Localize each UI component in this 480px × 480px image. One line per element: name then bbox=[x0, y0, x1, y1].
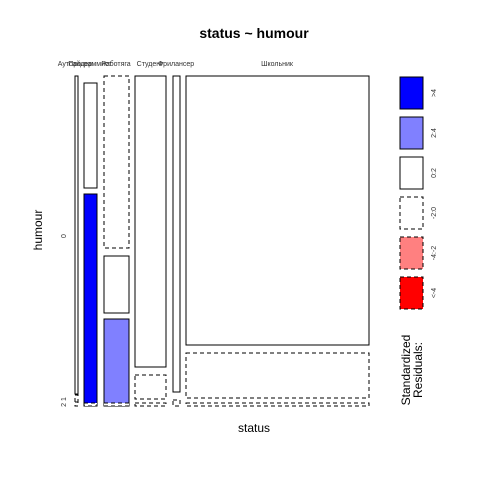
mosaic-cell bbox=[185, 352, 370, 399]
y-axis-label: humour bbox=[31, 210, 45, 251]
legend-label: <-4 bbox=[431, 288, 438, 298]
mosaic-cell bbox=[134, 374, 167, 400]
mosaic-cell bbox=[103, 255, 130, 314]
legend-swatch bbox=[399, 116, 424, 150]
mosaic-cell bbox=[172, 399, 181, 407]
mosaic-cell bbox=[83, 193, 98, 407]
mosaic-cell bbox=[103, 75, 130, 249]
legend-swatch bbox=[399, 276, 424, 310]
mosaic-cells bbox=[74, 75, 370, 407]
x-axis-label: status bbox=[238, 421, 270, 435]
status-label: Фрилансер bbox=[158, 61, 194, 68]
legend-label: 0:2 bbox=[431, 168, 438, 178]
status-label: Программист bbox=[68, 61, 112, 68]
legend-swatch bbox=[399, 156, 424, 190]
mosaic-cell bbox=[103, 318, 130, 407]
mosaic-cell bbox=[185, 75, 370, 346]
legend-label: 2:4 bbox=[431, 128, 438, 138]
mosaic-cell bbox=[172, 75, 181, 393]
humour-label: 0 bbox=[61, 234, 68, 238]
mosaic-cell bbox=[83, 402, 98, 407]
legend-title: StandardizedResiduals: bbox=[399, 335, 425, 406]
mosaic-cell bbox=[185, 402, 370, 407]
legend-label: -2:0 bbox=[431, 207, 438, 219]
mosaic-cell bbox=[134, 75, 167, 368]
mosaic-cell bbox=[74, 401, 79, 407]
humour-label: 2 1 bbox=[61, 397, 68, 407]
legend-swatch bbox=[399, 236, 424, 270]
mosaic-cell bbox=[134, 402, 167, 407]
mosaic-cell bbox=[103, 402, 130, 407]
mosaic-cell bbox=[74, 75, 79, 395]
chart-title: status ~ humour bbox=[199, 25, 309, 41]
status-label: Школьник bbox=[261, 61, 294, 68]
legend: >4 2:4 0:2 -2:0 -4:-2 <-4 StandardizedResidual… bbox=[399, 76, 438, 406]
legend-swatch bbox=[399, 76, 424, 110]
status-label: Студент bbox=[137, 61, 164, 68]
mosaic-cell bbox=[83, 82, 98, 189]
legend-label: -4:-2 bbox=[431, 246, 438, 261]
legend-swatch bbox=[399, 196, 424, 230]
status-label: Работяга bbox=[101, 60, 130, 68]
humour-labels: 0 2 1 bbox=[61, 234, 68, 407]
legend-label: >4 bbox=[431, 89, 438, 97]
status-label: Аутсайдер bbox=[58, 60, 92, 68]
